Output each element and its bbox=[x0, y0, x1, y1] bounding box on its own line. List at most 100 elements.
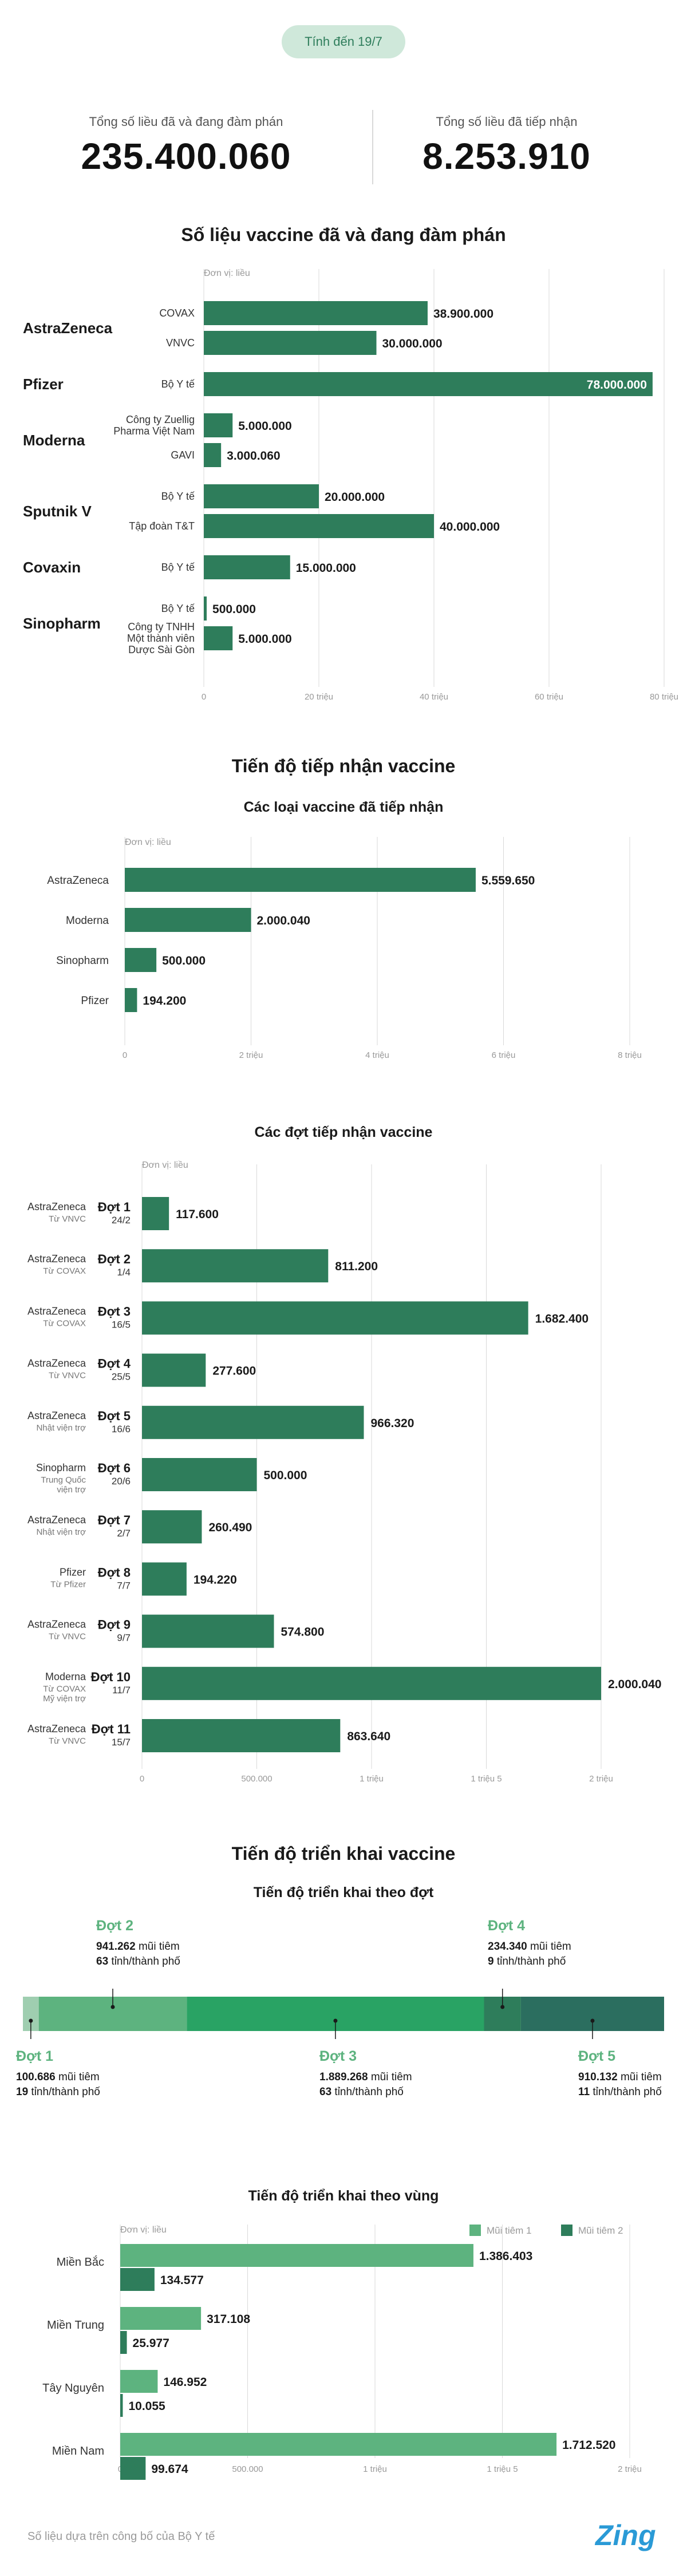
c2-bar bbox=[125, 868, 476, 892]
c5-category-label: Tây Nguyên bbox=[42, 2382, 104, 2395]
footnote: Số liệu dựa trên công bố của Bộ Y tế bbox=[27, 2530, 215, 2543]
c4-batch-label: Đợt 2 bbox=[96, 1918, 133, 1934]
c3-source-label: Từ VNVC bbox=[49, 1371, 86, 1381]
c1-source-label: COVAX bbox=[159, 307, 195, 319]
c3-value-label: 500.000 bbox=[264, 1469, 307, 1482]
c1-value-label: 5.000.000 bbox=[238, 420, 291, 433]
c1-value-label: 3.000.060 bbox=[227, 449, 280, 463]
c3-vaccine-label: AstraZeneca bbox=[27, 1201, 86, 1212]
c3-vaccine-label: AstraZeneca bbox=[27, 1514, 86, 1526]
c3-batch-label: Đợt 9 bbox=[98, 1618, 131, 1632]
c1-source-label: Bộ Y tế bbox=[161, 562, 195, 573]
c3-value-label: 863.640 bbox=[347, 1730, 390, 1743]
c1-source-label: Tập đoàn T&T bbox=[129, 520, 195, 532]
c1-vaccine-label: Moderna bbox=[23, 432, 85, 449]
c3-source-label: Từ VNVC bbox=[49, 1736, 86, 1746]
chart3-title: Các đợt tiếp nhận vaccine bbox=[254, 1124, 433, 1140]
section3-title: Tiến độ triển khai vaccine bbox=[231, 1843, 456, 1864]
c1-value-label: 500.000 bbox=[212, 603, 256, 616]
c5-bar bbox=[120, 2307, 202, 2330]
c3-source-label: Mỹ viện trợ bbox=[43, 1694, 86, 1704]
c2-category-label: Moderna bbox=[66, 915, 109, 927]
c3-source-label: Từ VNVC bbox=[49, 1214, 86, 1224]
c1-value-label: 15.000.000 bbox=[296, 562, 356, 575]
c5-category-label: Miền Trung bbox=[47, 2319, 104, 2332]
negotiated-total-value: 235.400.060 bbox=[81, 136, 291, 177]
c4-leader-dot bbox=[500, 2005, 505, 2009]
summary-divider bbox=[372, 110, 373, 184]
c1-vaccine-label: Pfizer bbox=[23, 376, 64, 393]
c5-bar bbox=[120, 2457, 146, 2480]
c3-bar bbox=[142, 1353, 206, 1387]
c5-value-label: 99.674 bbox=[151, 2463, 188, 2476]
c4-doses-label: 941.262 mũi tiêm bbox=[96, 1941, 180, 1953]
c3-date-label: 15/7 bbox=[112, 1737, 131, 1748]
c3-bar bbox=[142, 1562, 187, 1596]
c5-value-label: 1.386.403 bbox=[479, 2250, 532, 2263]
c3-value-label: 1.682.400 bbox=[535, 1312, 589, 1325]
c3-date-label: 16/6 bbox=[112, 1424, 131, 1435]
c3-date-label: 24/2 bbox=[112, 1215, 131, 1226]
chart4-title: Tiến độ triển khai theo đợt bbox=[253, 1884, 434, 1901]
c4-leader-dot bbox=[333, 2018, 338, 2023]
c3-bar bbox=[142, 1510, 202, 1544]
c1-value-label: 20.000.000 bbox=[325, 491, 385, 504]
c1-value-label: 78.000.000 bbox=[587, 378, 647, 392]
c2-unit-label: Đơn vị: liều bbox=[125, 837, 171, 847]
c4-doses-label: 910.132 mũi tiêm bbox=[578, 2071, 662, 2083]
section2-title: Tiến độ tiếp nhận vaccine bbox=[231, 756, 456, 776]
c3-batch-label: Đợt 4 bbox=[98, 1357, 131, 1371]
c3-bar bbox=[142, 1719, 341, 1752]
c4-provinces-label: 9 tỉnh/thành phố bbox=[488, 1955, 566, 1967]
c4-batch-label: Đợt 4 bbox=[488, 1918, 525, 1934]
c3-value-label: 117.600 bbox=[176, 1208, 219, 1221]
c1-bar bbox=[204, 331, 377, 355]
c1-source-label: Pharma Việt Nam bbox=[113, 425, 195, 437]
c5-value-label: 10.055 bbox=[128, 2400, 165, 2413]
c3-tick-label: 2 triệu bbox=[589, 1774, 613, 1784]
c3-unit-label: Đơn vị: liều bbox=[142, 1160, 188, 1170]
c1-bar bbox=[204, 301, 428, 325]
c1-bar bbox=[204, 596, 207, 621]
c3-value-label: 2.000.040 bbox=[608, 1678, 661, 1691]
c1-source-label: Bộ Y tế bbox=[161, 603, 195, 614]
c3-vaccine-label: Sinopharm bbox=[36, 1462, 86, 1473]
c3-tick-label: 1 triệu 5 bbox=[471, 1774, 502, 1784]
c3-bar bbox=[142, 1249, 329, 1283]
c3-bar bbox=[142, 1458, 257, 1491]
c3-value-label: 194.220 bbox=[194, 1573, 237, 1586]
c5-value-label: 317.108 bbox=[207, 2313, 250, 2326]
c3-vaccine-label: AstraZeneca bbox=[27, 1723, 86, 1735]
c3-bar bbox=[142, 1197, 169, 1230]
c4-batch-label: Đợt 3 bbox=[319, 2048, 357, 2064]
c4-batch-label: Đợt 1 bbox=[16, 2048, 53, 2064]
c4-provinces-label: 19 tỉnh/thành phố bbox=[16, 2086, 100, 2098]
c2-bar bbox=[125, 988, 137, 1012]
c3-date-label: 16/5 bbox=[112, 1319, 131, 1330]
c3-batch-label: Đợt 5 bbox=[98, 1409, 131, 1423]
section1-title: Số liệu vaccine đã và đang đàm phán bbox=[181, 224, 506, 245]
c3-bar bbox=[142, 1614, 274, 1648]
c1-source-label: Dược Sài Gòn bbox=[128, 644, 195, 655]
c5-legend-label: Mũi tiêm 2 bbox=[578, 2225, 623, 2236]
c3-tick-label: 500.000 bbox=[241, 1774, 272, 1784]
c5-tick-label: 1 triệu 5 bbox=[487, 2464, 518, 2474]
c3-source-label: Trung Quốc bbox=[41, 1475, 86, 1485]
c1-bar bbox=[204, 372, 653, 396]
c4-batch-label: Đợt 5 bbox=[578, 2048, 615, 2064]
date-badge: Tính đến 19/7 bbox=[282, 25, 405, 58]
c1-source-label: Công ty Zuellig bbox=[126, 414, 195, 425]
c5-tick-label: 2 triệu bbox=[618, 2464, 642, 2474]
c3-vaccine-label: AstraZeneca bbox=[27, 1619, 86, 1630]
c1-bar bbox=[204, 413, 233, 437]
c4-doses-label: 1.889.268 mũi tiêm bbox=[319, 2071, 412, 2083]
c2-category-label: Sinopharm bbox=[56, 955, 109, 967]
chart5-title: Tiến độ triển khai theo vùng bbox=[248, 2188, 439, 2204]
c3-date-label: 25/5 bbox=[112, 1372, 131, 1382]
c5-bar bbox=[120, 2331, 127, 2354]
c3-bar bbox=[142, 1301, 528, 1335]
c5-unit-label: Đơn vị: liều bbox=[120, 2225, 167, 2235]
c1-bar bbox=[204, 555, 290, 579]
